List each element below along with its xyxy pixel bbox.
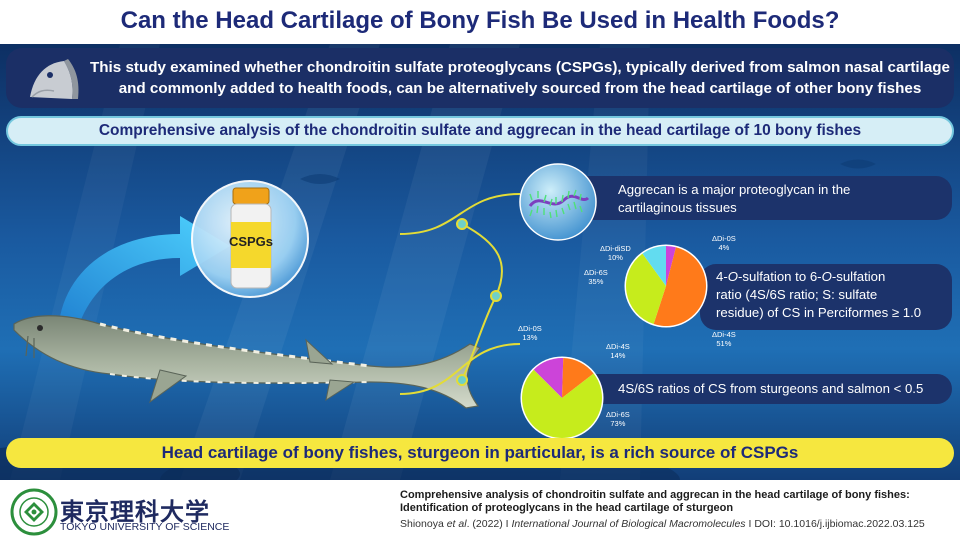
university-name-en: TOKYO UNIVERSITY OF SCIENCE (60, 521, 230, 533)
page-title: Can the Head Cartilage of Bony Fish Be U… (120, 7, 840, 34)
pie1-pct-disd: 10% (607, 253, 623, 262)
conclusion-banner: Head cartilage of bony fishes, sturgeon … (6, 438, 954, 468)
sturgeon-box (560, 374, 952, 404)
sulfation-line-2: ratio (4S/6S ratio; S: sulfate (716, 287, 878, 302)
pie1-label-6s: ΔDi-6S (584, 268, 608, 277)
pie-chart-perciformes (624, 244, 708, 328)
fish-head-icon (30, 59, 79, 99)
pie2-label-0s: ΔDi-0S (518, 324, 542, 333)
pie-slice--di-0s (666, 246, 676, 286)
pie-slice--di-6s (522, 369, 602, 438)
pie2-label-6s: ΔDi-6S (606, 410, 630, 419)
pie-slice--di-disd (642, 246, 666, 286)
pie2-pct-6s: 73% (610, 419, 626, 428)
citation-title-1: Comprehensive analysis of chondroitin su… (400, 489, 910, 501)
aggrecan-line-2: cartilaginous tissues (618, 200, 737, 215)
sturgeon-illustration (13, 315, 481, 409)
curved-arrow (58, 216, 230, 334)
pie1-label-4s: ΔDi-4S (712, 330, 736, 339)
subheading: Comprehensive analysis of the chondroiti… (6, 116, 954, 146)
pie1-label-0s: ΔDi-0S (712, 234, 736, 243)
pie-chart-sturgeon (520, 356, 604, 440)
ocean-background: This study examined whether chondroitin … (0, 44, 960, 480)
sulfation-line-3: residue) of CS in Perciformes ≥ 1.0 (716, 305, 922, 320)
pie2-label-4s: ΔDi-4S (606, 342, 630, 351)
pie1-pct-0s: 4% (718, 243, 730, 252)
aggrecan-box (560, 176, 952, 220)
sulfation-box (700, 264, 952, 330)
citation-title-2: Identification of proteoglycans in the h… (400, 502, 734, 514)
pie-slice--di-0s (533, 358, 564, 398)
pie-slice--di-4s (653, 247, 707, 327)
intro-line-2: and commonly added to health foods, can … (118, 80, 922, 97)
bottle-label: CSPGs (228, 234, 274, 249)
aggrecan-line-1: Aggrecan is a major proteoglycan in the (618, 182, 851, 197)
aggrecan-bubble (519, 163, 597, 241)
citation-reference: Shionoya et al. (2022) I International J… (400, 518, 925, 530)
pie-slice--di-4s (562, 358, 594, 398)
university-name-jp: 東京理科大学 (60, 498, 210, 526)
intro-banner: This study examined whether chondroitin … (6, 48, 954, 108)
connector-lines (400, 193, 521, 395)
intro-line-1: This study examined whether chondroitin … (90, 59, 950, 76)
sturgeon-finding: 4S/6S ratios of CS from sturgeons and sa… (618, 381, 924, 396)
university-seal-logo (10, 488, 58, 536)
pie1-pct-4s: 51% (716, 339, 732, 348)
supplement-bottle (230, 187, 272, 289)
pie2-pct-4s: 14% (610, 351, 626, 360)
pie-slice--di-6s (626, 253, 666, 325)
pie1-label-disd: ΔDi-diSD (600, 244, 631, 253)
pie1-pct-6s: 35% (588, 277, 604, 286)
pie2-pct-0s: 13% (522, 333, 538, 342)
sulfation-line-1: 4-O-sulfation to 6-O-sulfation (716, 269, 886, 284)
